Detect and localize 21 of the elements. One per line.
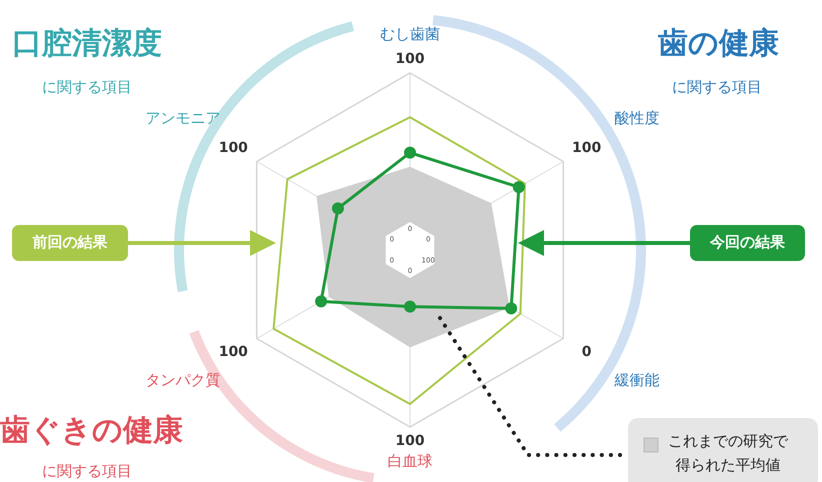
text: 口腔清潔度 [12,26,162,62]
text: 前回の結果 [32,233,108,252]
spoke-label: むし歯菌 [380,25,440,44]
text: に関する項目 [42,462,132,480]
text: 100 [218,140,248,156]
spoke-label: 酸性度 [614,109,660,128]
text: に関する項目 [42,78,132,96]
text: 100 [395,50,425,67]
text: 0 [582,344,592,360]
text: 今回の結果 [709,233,786,252]
spoke-label: アンモニア [146,109,221,128]
spoke-label: タンパク質 [146,371,221,390]
text: 100 [572,140,602,156]
text: 100 [395,432,425,449]
text: に関する項目 [672,78,762,96]
text: 100 [218,344,248,360]
spoke-label: 緩衝能 [613,371,660,390]
legend-label: これまでの研究で得られた平均値 [668,432,789,474]
text: 歯ぐきの健康 [0,413,183,448]
text: 歯の健康 [658,26,779,62]
spoke-label: 白血球 [388,452,432,470]
